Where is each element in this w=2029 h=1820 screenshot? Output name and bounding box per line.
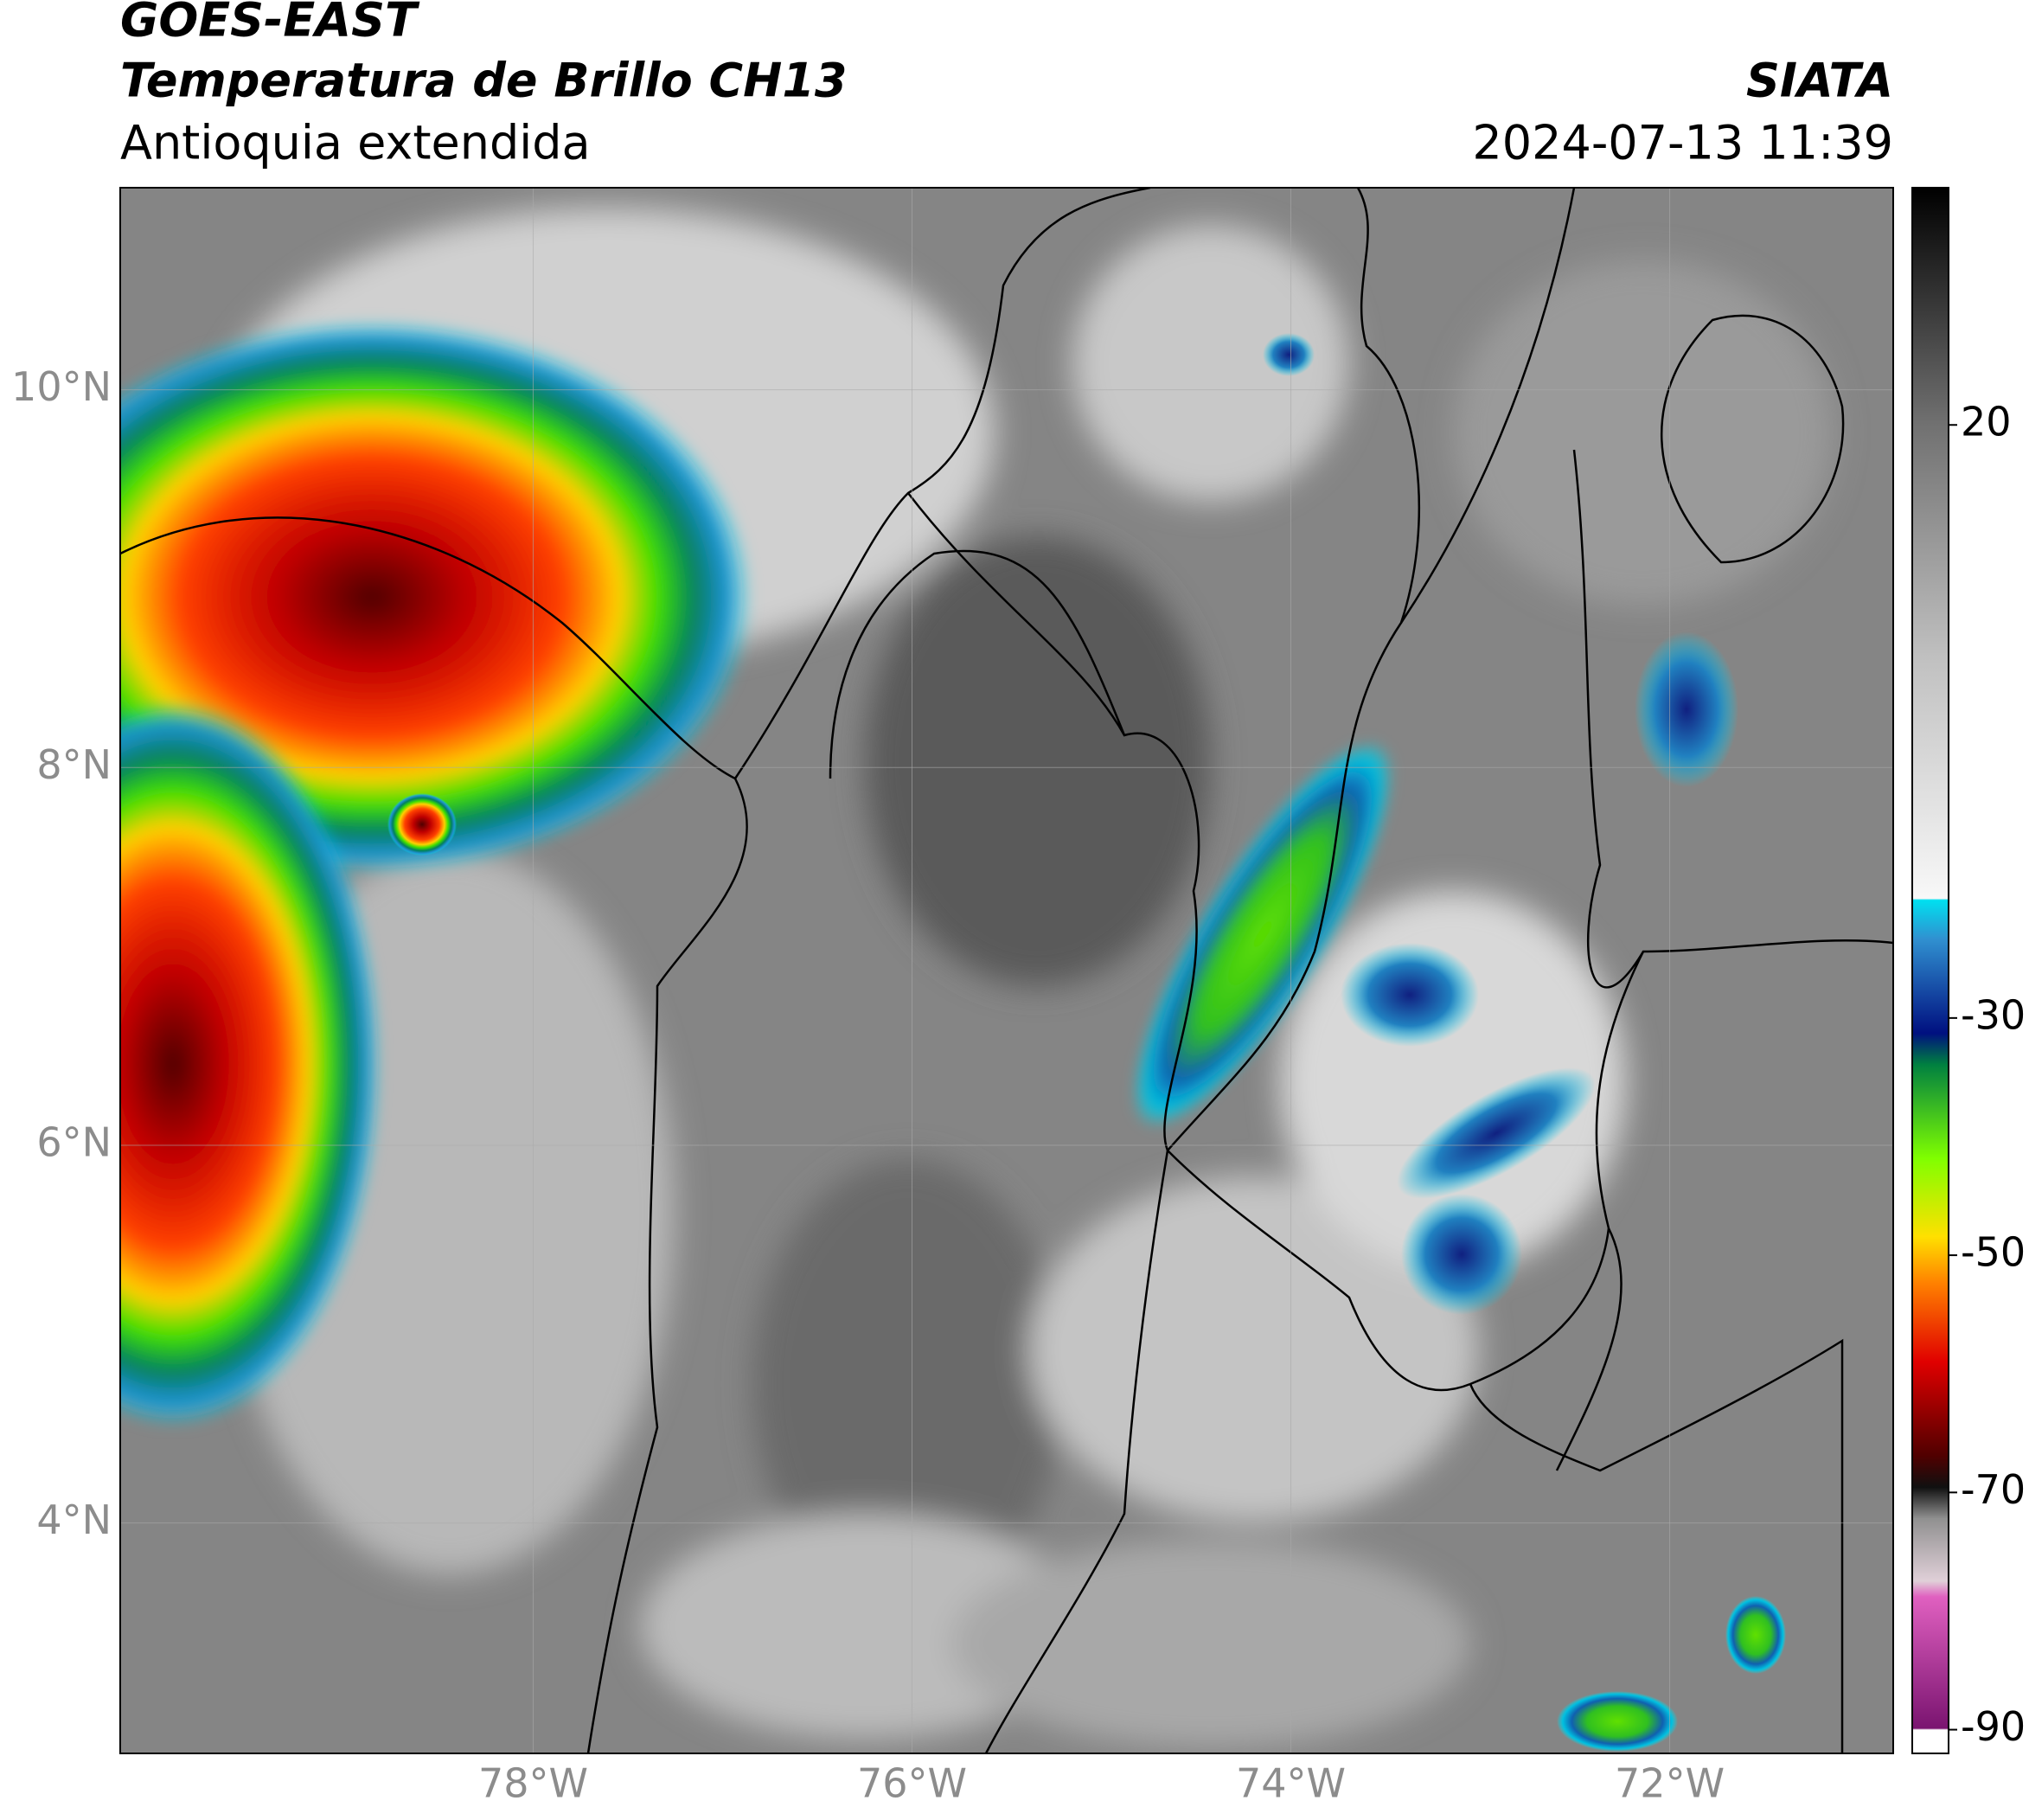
colorbar-tick-label: -50 [1961,1229,2026,1276]
x-tick-label: 76°W [857,1760,967,1807]
x-tick-label: 74°W [1236,1760,1346,1807]
x-tick-label: 78°W [478,1760,588,1807]
colorbar-tick-label: -30 [1961,991,2026,1038]
title: GOES-EAST [120,0,420,48]
y-tick-label: 4°N [36,1496,112,1543]
y-tick-label: 8°N [36,741,112,788]
x-tick-label: 72°W [1615,1760,1725,1807]
colorbar-tick-label: 20 [1961,399,2012,445]
subtitle: Temperatura de Brillo CH13 [120,54,848,108]
datetime: 2024-07-13 11:39 [1472,116,1893,170]
convective-cells [120,320,1786,1752]
borders [120,188,1893,1753]
colorbar [1911,187,1949,1754]
map-frame [119,187,1894,1754]
region: Antioquia extendida [120,116,591,170]
colorbar-tick-label: -90 [1961,1703,2026,1750]
source: SIATA [1746,54,1893,108]
y-tick-label: 6°N [36,1118,112,1165]
grid-layer [120,188,1893,1753]
satellite-imagery [120,188,1893,1753]
colorbar-tick-label: -70 [1961,1466,2026,1513]
y-tick-label: 10°N [11,363,112,410]
